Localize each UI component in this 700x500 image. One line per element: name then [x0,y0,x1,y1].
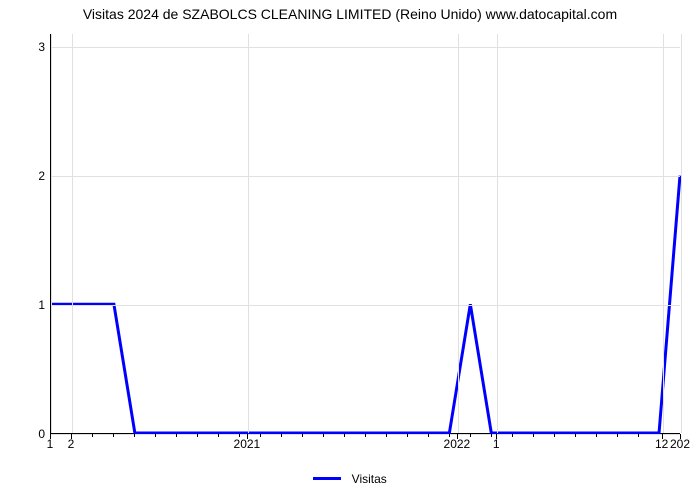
x-minor-tick [260,434,261,437]
x-minor-tick [344,434,345,437]
x-minor-tick [386,434,387,437]
x-minor-tick [638,434,639,437]
x-minor-tick [218,434,219,437]
y-tick-label: 0 [5,427,45,441]
x-minor-tick [491,434,492,437]
gridline-v [458,34,459,433]
x-minor-tick [533,434,534,437]
x-minor-tick [155,434,156,437]
x-minor-tick [239,434,240,437]
gridline-v [497,34,498,433]
y-tick-label: 1 [5,298,45,312]
gridline-h [51,305,680,306]
x-tick-label: 1 [493,437,500,451]
plot-area [50,34,680,434]
gridline-v [663,34,664,433]
x-minor-tick [302,434,303,437]
legend-swatch [313,477,341,480]
x-minor-tick [281,434,282,437]
gridline-v [248,34,249,433]
x-minor-tick [617,434,618,437]
gridline-h [51,176,680,177]
x-tick-label: 2 [68,437,75,451]
x-minor-tick [365,434,366,437]
x-minor-tick [92,434,93,437]
x-minor-tick [134,434,135,437]
y-tick-label: 3 [5,40,45,54]
x-tick-label: 2021 [234,437,261,451]
gridline-h [51,47,680,48]
x-tick-label: 202 [670,437,690,451]
x-minor-tick [554,434,555,437]
x-minor-tick [512,434,513,437]
x-minor-tick [113,434,114,437]
x-tick-label: 12 [655,437,668,451]
x-tick-label: 1 [47,437,54,451]
x-minor-tick [449,434,450,437]
legend-label: Visitas [352,472,387,486]
gridline-v [681,34,682,433]
x-minor-tick [596,434,597,437]
x-minor-tick [470,434,471,437]
x-tick-label: 2022 [444,437,471,451]
x-minor-tick [428,434,429,437]
x-minor-tick [575,434,576,437]
x-minor-tick [197,434,198,437]
y-tick-label: 2 [5,169,45,183]
x-minor-tick [407,434,408,437]
gridline-v [51,34,52,433]
x-minor-tick [323,434,324,437]
legend: Visitas [0,470,700,488]
chart-title: Visitas 2024 de SZABOLCS CLEANING LIMITE… [0,0,700,24]
x-minor-tick [176,434,177,437]
chart-area: 01231220212022112202 [0,24,700,464]
line-series [51,34,680,433]
gridline-v [72,34,73,433]
